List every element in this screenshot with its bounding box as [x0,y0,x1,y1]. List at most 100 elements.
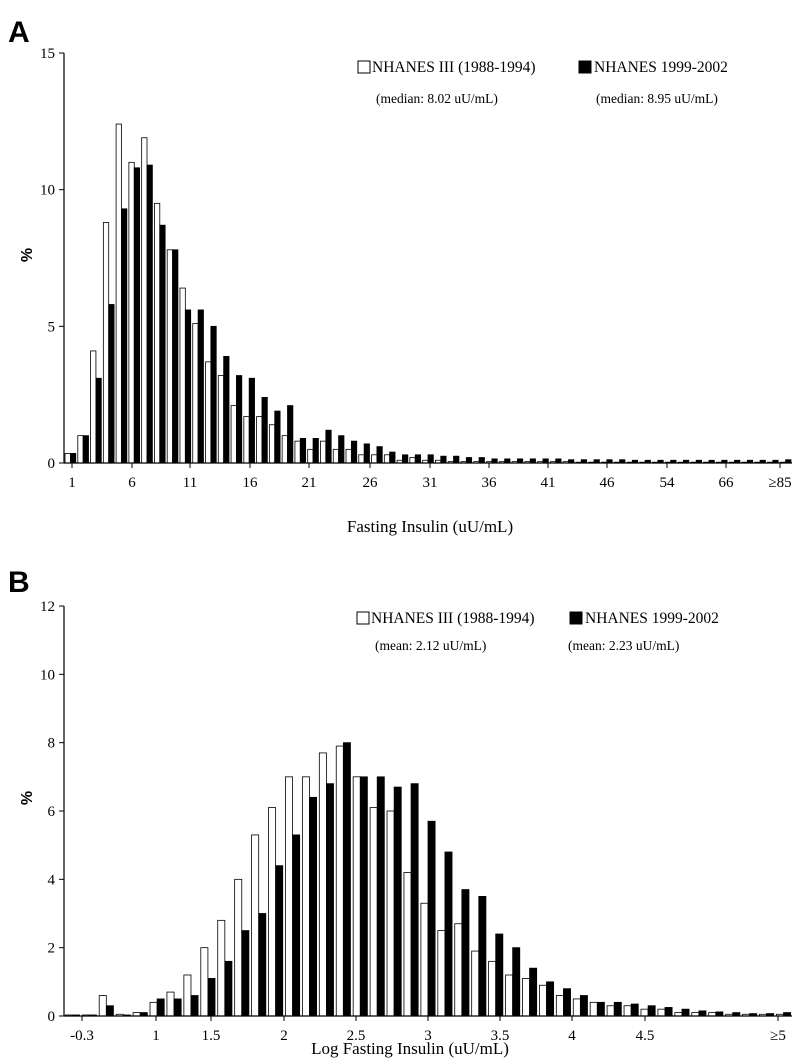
bar-nhanes-1999 [491,458,498,464]
bar-nhanes-1999 [261,396,268,464]
panel-b-bars [64,742,792,1017]
x-tick-label: 2 [280,1028,288,1044]
x-tick-label: ≥5 [770,1028,786,1044]
bar-nhanes-iii [320,440,327,464]
bar-nhanes-1999 [197,309,204,464]
panel-b-letter: B [8,566,30,599]
bar-nhanes-1999 [630,1003,639,1017]
bar-nhanes-iii [179,287,186,464]
bar-nhanes-iii [243,416,250,464]
bar-nhanes-iii [77,435,84,464]
x-tick-label: 36 [482,475,498,491]
bar-nhanes-1999 [542,458,549,464]
bar-nhanes-1999 [512,947,521,1017]
bar-nhanes-iii [409,457,416,464]
bar-nhanes-1999 [478,896,487,1017]
bar-nhanes-iii [256,416,263,464]
bar-nhanes-iii [437,930,446,1017]
bar-nhanes-1999 [478,457,485,464]
x-tick-label: 31 [423,475,438,491]
bar-nhanes-1999 [376,776,385,1017]
bar-nhanes-iii [128,161,135,464]
panel-a-x-ticks: 1 6 11 16 21 26 31 36 41 46 54 66 ≥85 [68,463,792,491]
bar-nhanes-iii [217,375,225,464]
panel-b-mean-annotation-nhanes-1999: (mean: 2.23 uU/mL) [568,638,679,653]
x-tick-label: 54 [660,475,676,491]
bar-nhanes-1999 [453,455,460,464]
bar-nhanes-1999 [410,783,419,1017]
panel-a-y-ticks: 0 5 10 15 [40,46,64,472]
x-tick-label: 4.5 [636,1028,655,1044]
x-tick-label: 1 [68,475,76,491]
bar-nhanes-iii [572,998,581,1017]
panel-b-y-axis-label: % [19,791,36,805]
bar-nhanes-1999 [95,377,102,464]
bar-nhanes-iii [371,454,378,464]
bar-nhanes-1999 [292,834,301,1017]
panel-b-legend: NHANES III (1988-1994) NHANES 1999-2002 … [356,610,719,653]
x-tick-label: 26 [363,475,379,491]
bar-nhanes-1999 [664,1007,673,1017]
x-tick-label: ≥85 [768,475,791,491]
bar-nhanes-1999 [156,998,165,1017]
bar-nhanes-iii [217,919,226,1017]
bar-nhanes-1999 [342,742,351,1017]
panel-a-bars [64,123,792,464]
bar-nhanes-1999 [172,249,179,464]
bar-nhanes-iii [268,807,277,1017]
y-tick-label: 2 [48,941,56,957]
y-tick-label: 4 [48,872,56,888]
y-tick-label: 5 [48,319,56,335]
bar-nhanes-iii [335,745,344,1017]
bar-nhanes-iii [383,454,391,464]
bar-nhanes-iii [294,440,301,464]
panel-b-x-axis-label: Log Fasting Insulin (uU/mL) [311,1039,509,1058]
panel-b-legend-label-nhanes-1999: NHANES 1999-2002 [585,610,719,627]
panel-a-legend: NHANES III (1988-1994) NHANES 1999-2002 … [357,59,728,106]
bar-nhanes-1999 [376,446,383,464]
bar-nhanes-iii [623,1005,632,1017]
panel-a-y-axis-label: % [19,248,36,262]
bar-nhanes-1999 [546,981,555,1017]
y-tick-label: 10 [40,667,55,683]
panel-a-legend-label-nhanes-1999: NHANES 1999-2002 [594,59,728,76]
y-tick-label: 6 [48,804,56,820]
x-tick-label: 11 [183,475,197,491]
bar-nhanes-iii [301,776,310,1017]
bar-nhanes-1999 [465,457,473,464]
bar-nhanes-1999 [579,995,588,1017]
bar-nhanes-1999 [596,1001,605,1017]
y-tick-label: 0 [48,456,56,472]
x-tick-label: 1 [152,1028,160,1044]
bar-nhanes-1999 [504,458,511,464]
x-tick-label: 1.5 [202,1028,221,1044]
panel-b-y-ticks: 0 2 4 6 8 10 12 [40,599,64,1025]
x-tick-label: 66 [719,475,735,491]
bar-nhanes-1999 [299,437,307,464]
bar-nhanes-1999 [363,443,370,464]
x-tick-label: 21 [302,475,317,491]
bar-nhanes-1999 [715,1011,724,1017]
bar-nhanes-iii [358,454,365,464]
bar-nhanes-iii [90,350,97,464]
y-tick-label: 8 [48,736,56,752]
panel-a-median-annotation-nhanes-iii: (median: 8.02 uU/mL) [376,91,498,106]
bar-nhanes-iii [102,222,110,464]
bar-nhanes-1999 [105,1005,114,1017]
bar-nhanes-1999 [274,410,281,464]
bar-nhanes-1999 [529,458,536,464]
bar-nhanes-iii [657,1008,666,1017]
bar-nhanes-1999 [241,930,250,1017]
bar-nhanes-iii [522,978,530,1017]
bar-nhanes-iii [98,995,107,1017]
bar-nhanes-iii [386,810,395,1017]
panel-a-x-axis-label: Fasting Insulin (uU/mL) [347,517,513,536]
bar-nhanes-iii [539,984,547,1017]
bar-nhanes-iii [281,435,288,464]
bar-nhanes-1999 [698,1010,707,1017]
bar-nhanes-iii [285,776,293,1017]
bar-nhanes-iii [403,872,412,1017]
bar-nhanes-iii [200,947,209,1017]
bar-nhanes-1999 [414,454,421,464]
